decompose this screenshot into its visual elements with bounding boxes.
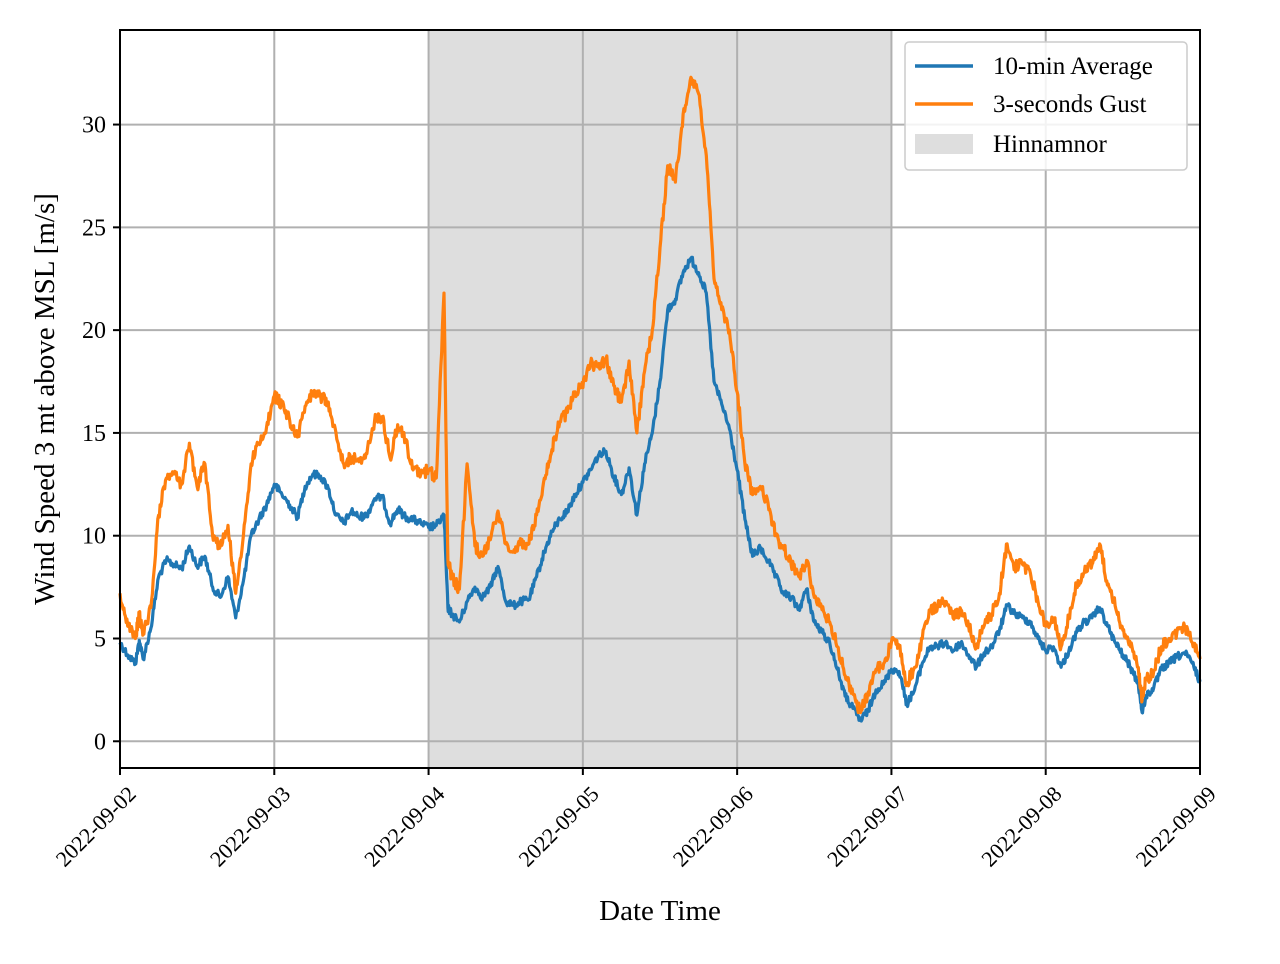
y-tick-label: 10 (82, 524, 106, 550)
legend: 10-min Average 3-seconds Gust Hinnamnor (904, 41, 1188, 171)
y-tick-label: 15 (82, 421, 106, 447)
series-layer (118, 75, 1202, 723)
legend-label-3-seconds-gust: 3-seconds Gust (993, 91, 1147, 118)
y-tick-label: 20 (82, 318, 106, 344)
legend-box (904, 41, 1188, 171)
plot-area-frame (119, 29, 1201, 769)
legend-label-hinnamnor: Hinnamnor (993, 131, 1108, 158)
shaded-region-hinnamnor (428, 30, 892, 768)
y-tick-label: 30 (82, 113, 106, 139)
y-axis-title: Wind Speed 3 mt above MSL [m/s] (29, 193, 61, 605)
y-tick-label: 5 (94, 626, 106, 652)
x-axis-title: Date Time (599, 895, 721, 927)
series-line-3-seconds-gust (118, 75, 1202, 715)
shaded-region-layer (428, 30, 892, 768)
legend-label-10-min-average: 10-min Average (993, 53, 1153, 80)
series-line-10-min-average (118, 255, 1202, 723)
y-tick-label: 0 (94, 729, 106, 755)
y-tick-label: 25 (82, 215, 106, 241)
legend-swatch-hinnamnor (915, 134, 973, 154)
